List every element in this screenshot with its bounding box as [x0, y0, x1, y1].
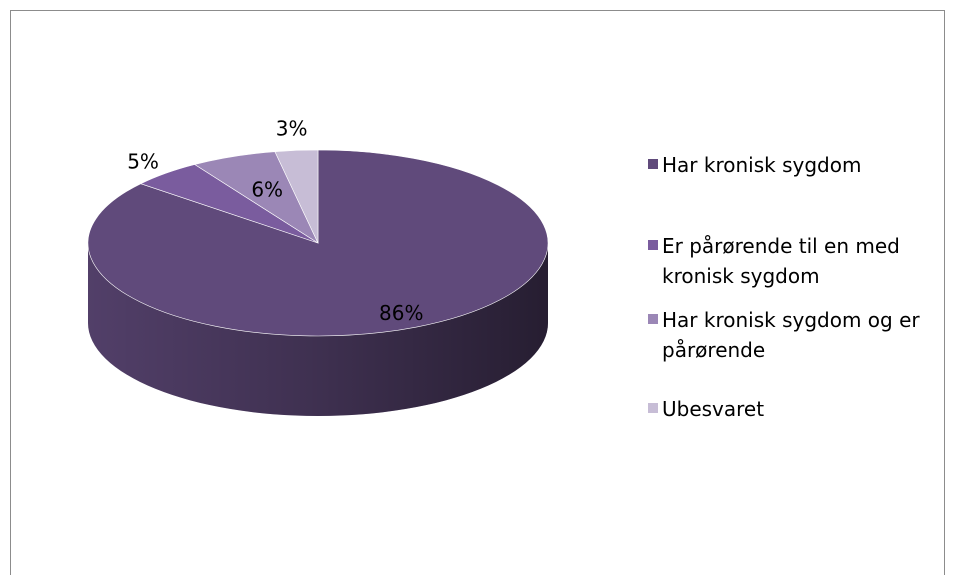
legend-item: Har kronisk sygdom og er pårørende [648, 305, 948, 365]
legend-swatch [648, 159, 658, 169]
data-label: 86% [379, 301, 423, 325]
legend-swatch [648, 240, 658, 250]
data-label: 5% [127, 149, 159, 173]
legend-item: Er pårørende til en med kronisk sygdom [648, 231, 948, 291]
legend-label: Har kronisk sygdom [662, 153, 862, 177]
frame [10, 10, 945, 575]
pie: 86% 5% 6% 3% [87, 117, 549, 416]
legend-label: Har kronisk sygdom og er pårørende [662, 308, 920, 362]
data-label: 3% [276, 117, 308, 141]
legend-label: Ubesvaret [662, 397, 765, 421]
slice-side-shade [88, 243, 548, 416]
legend-item: Har kronisk sygdom [648, 150, 948, 180]
legend-swatch [648, 403, 658, 413]
data-label: 6% [251, 178, 283, 202]
slice [274, 149, 319, 244]
legend-swatch [648, 314, 658, 324]
legend-item: Ubesvaret [648, 394, 948, 424]
legend-label: Er pårørende til en med kronisk sygdom [662, 234, 900, 288]
